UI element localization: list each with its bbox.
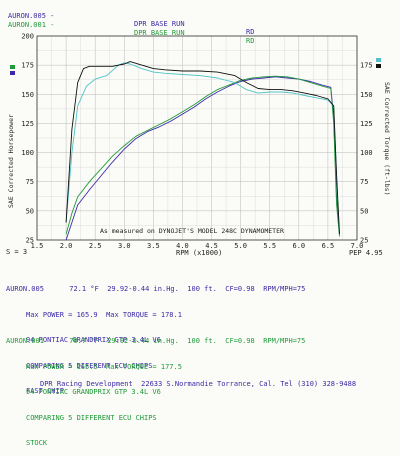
run-note: FAST CHIP: [26, 387, 64, 395]
y-tick-label: 175: [21, 62, 34, 70]
run-desc: COMPARING 5 DIFFERENT ECU CHIPS: [26, 413, 157, 422]
run-max: Max POWER = 165.9 Max TORQUE = 178.1: [26, 310, 182, 319]
run-info-line-1: AURON.005 72.1 °F 29.92-0.44 in.Hg. 100 …: [6, 285, 305, 294]
header-run-code: RD: [246, 28, 255, 36]
run-rpm: RPM/MPH=75: [263, 285, 306, 293]
x-tick-label: 7.0: [351, 242, 364, 250]
header-row-1: AURON.005 - DPR BASE RUN RD: [8, 4, 388, 36]
header-run-name: AURON.005 -: [8, 12, 55, 20]
run-temp: 72.1 °F: [69, 285, 99, 293]
x-tick-label: 4.5: [205, 242, 218, 250]
y-tick-label-right: 175: [360, 62, 373, 70]
series-line-3-torque: [65, 62, 340, 235]
legend-swatch-green: [10, 65, 15, 69]
y-tick-label-right: 50: [360, 207, 368, 215]
y-tick-labels-left: 25 50 75 100 125 150 175 200: [21, 33, 34, 245]
header-run-code: RD: [246, 37, 255, 45]
series-layer: [65, 61, 340, 241]
header-row-2: AURON.001 - DPR BASE RUN RD: [8, 13, 388, 45]
legend-swatch-cyan: [376, 58, 381, 62]
run-temp: 70.7 °F: [69, 337, 99, 345]
plot-frame: [36, 35, 358, 241]
run-note: STOCK: [26, 439, 48, 447]
y-axis-label-right: SAE Corrected Torque (ft-lbs): [383, 82, 391, 196]
run-info-1: AURON.005 72.1 °F 29.92-0.44 in.Hg. 100 …: [6, 268, 305, 404]
header-run-desc: DPR BASE RUN: [134, 20, 185, 28]
x-tick-label: 6.0: [292, 242, 305, 250]
run-info-2: AURON.001 70.7 °F 29.92-0.44 in.Hg. 100 …: [6, 320, 305, 456]
run-rpm: RPM/MPH=75: [263, 337, 306, 345]
run-baro: 29.92-0.44 in.Hg.: [107, 337, 179, 345]
legend-swatch-black: [376, 64, 381, 68]
run-desc: COMPARING 5 DIFERENT ECU CHIPS: [26, 361, 153, 370]
x-tick-labels: 1.5 2.0 2.5 3.0 3.5 4.0 4.5 5.0 5.5 6.0 6.5 7.0: [31, 242, 364, 250]
x-tick-label: 5.0: [234, 242, 247, 250]
x-tick-label: 6.5: [322, 242, 335, 250]
x-tick-label: 5.5: [263, 242, 276, 250]
x-tick-label: 4.0: [176, 242, 189, 250]
run-car: 94 PONTIAC GRANDPRIX GTP 3.4L V6: [26, 336, 161, 344]
y-tick-label: 50: [26, 207, 34, 215]
chart-grid: [36, 35, 358, 241]
smoothing-label: S = 3: [6, 248, 27, 256]
run-cf: CF=0.98: [225, 337, 255, 345]
x-axis-label: RPM (x1000): [176, 249, 222, 257]
run-alt: 100 ft.: [187, 337, 217, 345]
dyno-note: As measured on DYNOJET'S MODEL 248C DYNA…: [100, 227, 284, 235]
y-tick-label: 150: [21, 91, 34, 99]
run-cf: CF=0.98: [225, 285, 255, 293]
run-alt: 100 ft.: [187, 285, 217, 293]
series-line-4-torque: [65, 61, 340, 235]
run-car: 94 PONTIAC GRANDPRIX GTP 3.4L V6: [26, 388, 161, 396]
x-tick-label: 3.5: [147, 242, 160, 250]
header-run-desc: DPR BASE RUN: [134, 29, 185, 37]
y-axis-label-left: SAE Corrected Horsepower: [7, 114, 15, 208]
run-info-line-1: AURON.001 70.7 °F 29.92-0.44 in.Hg. 100 …: [6, 337, 305, 346]
dyno-chart: 1.5 2.0 2.5 3.0 3.5 4.0 4.5 5.0 5.5 6.0 6.5 7.0 25 5…: [6, 33, 391, 258]
x-tick-label: 2.0: [60, 242, 73, 250]
y-tick-label-right: 25: [360, 237, 368, 245]
y-tick-label: 25: [26, 237, 34, 245]
legend-swatch-blue: [10, 71, 15, 75]
y-tick-label: 200: [21, 33, 34, 41]
header-run-name: AURON.001 -: [8, 21, 55, 29]
y-tick-label: 125: [21, 120, 34, 128]
y-tick-labels-right: 25 50 75 100 125 150 175: [360, 62, 373, 245]
y-tick-label-right: 75: [360, 178, 368, 186]
y-tick-label-right: 150: [360, 91, 373, 99]
y-tick-label: 100: [21, 149, 34, 157]
x-tick-label: 1.5: [31, 242, 44, 250]
y-tick-label-right: 100: [360, 149, 373, 157]
run-baro: 29.92-0.44 in.Hg.: [107, 285, 179, 293]
footer-address: DPR Racing Development 22633 S.Normandie…: [40, 380, 357, 388]
series-line-1-hp: [65, 76, 340, 241]
run-name: AURON.001: [6, 337, 44, 345]
run-name: AURON.005: [6, 285, 44, 293]
run-max: Max POWER = 165.5 Max TORQUE = 177.5: [26, 362, 182, 371]
x-tick-label: 3.0: [118, 242, 131, 250]
y-tick-label-right: 125: [360, 120, 373, 128]
series-line-2-hp: [65, 75, 340, 237]
x-tick-label: 2.5: [89, 242, 102, 250]
pep-label: PEP 4.95: [349, 249, 383, 257]
y-tick-label: 75: [26, 178, 34, 186]
